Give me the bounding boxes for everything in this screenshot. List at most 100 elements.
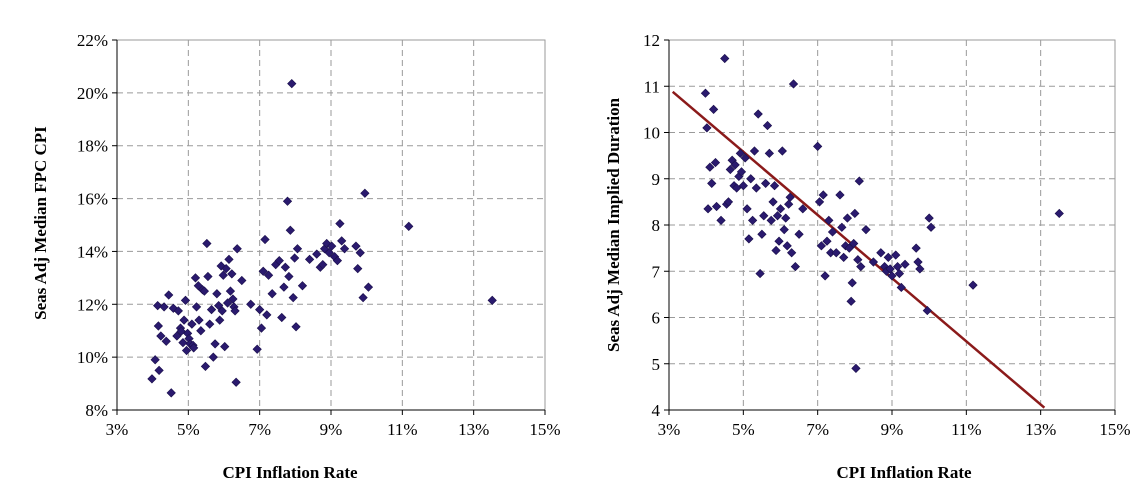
left-data-point [231, 377, 241, 387]
left-data-point [282, 196, 293, 206]
right-data-point [740, 153, 750, 163]
left-data-point [237, 275, 247, 286]
left-y-tick-label: 18% [77, 137, 108, 156]
right-data-point [742, 204, 752, 214]
left-data-point [159, 302, 169, 312]
left-data-point [205, 319, 215, 329]
left-data-point [202, 238, 212, 249]
right-data-point [822, 236, 832, 246]
left-data-point [355, 248, 365, 258]
left-data-point [332, 256, 343, 266]
left-data-point [190, 273, 201, 283]
left-data-point [203, 271, 213, 282]
left-y-tick-label: 20% [77, 84, 108, 103]
right-data-point [1054, 208, 1064, 219]
right-data-point [846, 296, 856, 306]
right-data-point [839, 252, 849, 262]
right-data-point [746, 174, 756, 184]
right-data-point [723, 197, 734, 207]
right-data-point [851, 363, 861, 373]
left-data-point [274, 256, 284, 266]
left-data-point [288, 293, 298, 303]
right-data-point [847, 278, 857, 288]
left-y-tick-label: 8% [85, 401, 108, 420]
left-data-point [225, 286, 236, 296]
right-x-tick-label: 15% [1099, 420, 1130, 439]
right-data-point [926, 222, 936, 232]
left-data-point [222, 298, 233, 308]
left-data-point [258, 266, 268, 276]
right-data-point [790, 262, 800, 272]
right-data-point [868, 257, 879, 267]
left-data-point [322, 238, 332, 249]
left-data-point [284, 271, 294, 282]
left-data-point [318, 260, 328, 270]
right-x-tick-label: 13% [1025, 420, 1056, 439]
right-data-point [766, 215, 776, 225]
right-y-tick-label: 11 [644, 77, 660, 96]
left-y-tick-label: 22% [77, 31, 108, 50]
left-data-point [196, 326, 206, 336]
right-data-point [827, 227, 838, 237]
left-data-point [212, 289, 222, 299]
right-data-point [883, 252, 893, 262]
left-data-point [227, 269, 237, 279]
right-y-tick-label: 10 [643, 124, 660, 143]
right-data-point [703, 204, 713, 214]
right-data-point [892, 262, 903, 272]
left-data-point [199, 286, 210, 296]
right-data-point [911, 243, 921, 253]
right-x-tick-label: 9% [881, 420, 904, 439]
right-data-point [854, 176, 864, 186]
right-data-point [813, 141, 823, 151]
right-data-point [856, 262, 866, 272]
right-data-point [720, 53, 730, 64]
left-x-tick-label: 9% [320, 420, 343, 439]
left-y-tick-label: 16% [77, 190, 108, 209]
right-data-point [774, 236, 784, 246]
left-data-point [214, 300, 224, 311]
right-data-point [708, 104, 719, 114]
right-y-tick-label: 7 [652, 262, 661, 281]
right-data-point [700, 88, 711, 98]
right-data-point [785, 192, 795, 202]
right-data-point [844, 243, 854, 253]
right-x-axis-title: CPI Inflation Rate [836, 463, 972, 482]
left-data-point [194, 315, 204, 325]
left-data-point [339, 244, 350, 254]
right-data-point [814, 197, 825, 207]
right-data-point [716, 215, 726, 225]
right-y-tick-label: 9 [652, 170, 661, 189]
left-data-point [150, 355, 160, 365]
left-data-point [164, 290, 174, 300]
left-x-tick-label: 11% [387, 420, 418, 439]
right-data-point [896, 282, 906, 293]
right-y-tick-label: 8 [652, 216, 661, 235]
left-data-point [173, 306, 183, 316]
left-data-point [191, 302, 202, 312]
right-data-point [876, 248, 886, 258]
right-chart-svg: 3% 5% 7% 9% 11% 13% 15% 4 5 6 7 8 9 10 11 12 CPI Infla… [604, 31, 1131, 482]
left-data-point [289, 253, 300, 263]
left-data-point [358, 293, 368, 303]
left-data-point [208, 352, 218, 362]
left-data-point [285, 225, 295, 235]
right-data-point [707, 178, 717, 188]
right-data-point [900, 259, 910, 269]
right-data-point [924, 213, 934, 223]
right-data-point [705, 162, 715, 172]
left-x-tick-label: 3% [106, 420, 129, 439]
left-data-point [255, 304, 265, 315]
right-data-point [710, 157, 721, 168]
right-data-point [913, 257, 923, 267]
right-data-point [842, 213, 853, 223]
right-x-tick-label: 3% [658, 420, 681, 439]
left-data-point [200, 361, 211, 372]
left-data-point [277, 312, 287, 323]
left-data-point [187, 319, 197, 329]
left-data-point [324, 248, 334, 258]
right-data-point [711, 201, 722, 212]
right-data-point [730, 160, 740, 170]
left-data-point [220, 341, 230, 352]
left-data-point [153, 300, 163, 311]
